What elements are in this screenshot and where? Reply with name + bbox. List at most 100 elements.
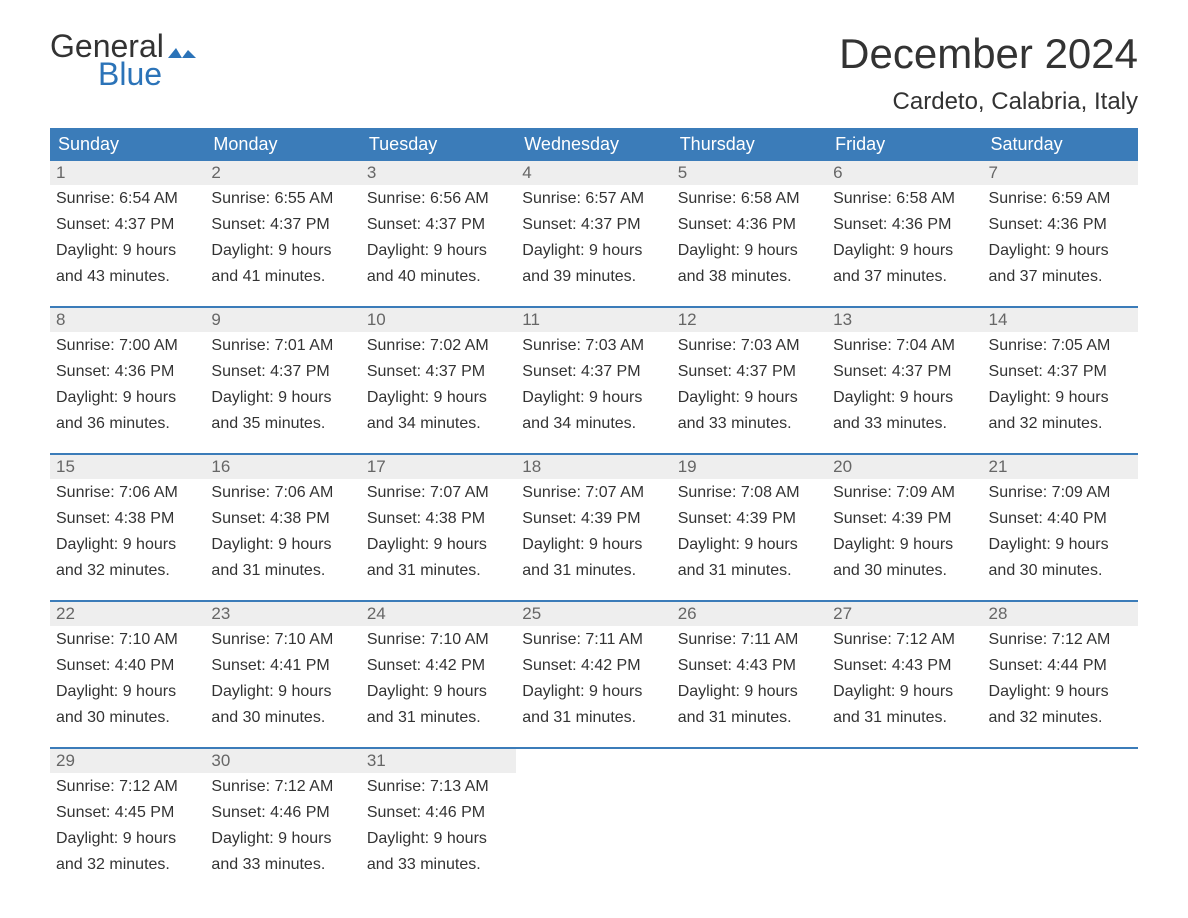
day-content-cell: Sunset: 4:39 PM <box>516 505 671 531</box>
day-number-row: 22232425262728 <box>50 601 1138 626</box>
day-content-cell: Sunrise: 7:12 AM <box>827 626 982 652</box>
day-number-cell: 25 <box>516 601 671 626</box>
day-content-cell: Daylight: 9 hours <box>672 531 827 557</box>
day-number-cell: 17 <box>361 454 516 479</box>
day-number-cell: 3 <box>361 161 516 185</box>
day-content-cell <box>827 825 982 851</box>
title-block: December 2024 Cardeto, Calabria, Italy <box>839 30 1138 128</box>
day-content-cell: Daylight: 9 hours <box>983 678 1138 704</box>
day-content-cell: and 31 minutes. <box>516 704 671 730</box>
weekday-header: Tuesday <box>361 128 516 161</box>
weekday-header: Wednesday <box>516 128 671 161</box>
day-content-cell: Sunrise: 7:07 AM <box>516 479 671 505</box>
week-separator <box>50 289 1138 307</box>
day-content-cell: Sunset: 4:37 PM <box>672 358 827 384</box>
day-content-cell: Sunrise: 7:12 AM <box>205 773 360 799</box>
day-content-cell <box>827 773 982 799</box>
day-content-cell: and 41 minutes. <box>205 263 360 289</box>
day-number-cell: 18 <box>516 454 671 479</box>
day-content-cell: Sunset: 4:37 PM <box>983 358 1138 384</box>
day-content-cell: Sunset: 4:37 PM <box>50 211 205 237</box>
day-content-cell: Sunset: 4:40 PM <box>50 652 205 678</box>
day-content-cell: Sunrise: 7:11 AM <box>516 626 671 652</box>
week-separator <box>50 730 1138 748</box>
day-content-cell: Sunset: 4:46 PM <box>361 799 516 825</box>
day-number-cell: 7 <box>983 161 1138 185</box>
day-number-row: 891011121314 <box>50 307 1138 332</box>
day-content-cell: Daylight: 9 hours <box>205 384 360 410</box>
day-content-cell: Sunset: 4:37 PM <box>205 358 360 384</box>
day-content-row: and 32 minutes.and 33 minutes.and 33 min… <box>50 851 1138 877</box>
day-number-cell: 16 <box>205 454 360 479</box>
day-content-cell: Sunset: 4:37 PM <box>516 358 671 384</box>
day-content-row: Daylight: 9 hoursDaylight: 9 hoursDaylig… <box>50 678 1138 704</box>
day-content-cell: Sunset: 4:46 PM <box>205 799 360 825</box>
day-content-cell: Sunrise: 7:01 AM <box>205 332 360 358</box>
day-content-cell <box>516 825 671 851</box>
day-content-cell: Sunset: 4:44 PM <box>983 652 1138 678</box>
day-content-cell: Daylight: 9 hours <box>205 531 360 557</box>
day-number-cell: 14 <box>983 307 1138 332</box>
day-content-cell: Daylight: 9 hours <box>205 678 360 704</box>
logo-blue-text: Blue <box>98 58 196 90</box>
day-number-cell: 29 <box>50 748 205 773</box>
day-content-cell: and 36 minutes. <box>50 410 205 436</box>
day-content-cell: Daylight: 9 hours <box>50 384 205 410</box>
day-content-cell <box>983 799 1138 825</box>
day-content-cell: Sunrise: 7:07 AM <box>361 479 516 505</box>
day-content-cell: Sunset: 4:39 PM <box>672 505 827 531</box>
day-content-cell: Sunrise: 7:09 AM <box>827 479 982 505</box>
day-content-cell: Daylight: 9 hours <box>983 384 1138 410</box>
day-content-cell: and 37 minutes. <box>827 263 982 289</box>
day-content-cell: Sunrise: 7:03 AM <box>516 332 671 358</box>
day-content-cell: Daylight: 9 hours <box>827 384 982 410</box>
week-separator <box>50 583 1138 601</box>
day-content-row: Daylight: 9 hoursDaylight: 9 hoursDaylig… <box>50 384 1138 410</box>
day-content-cell: Daylight: 9 hours <box>205 237 360 263</box>
day-number-cell: 2 <box>205 161 360 185</box>
day-content-row: Sunrise: 7:00 AMSunrise: 7:01 AMSunrise:… <box>50 332 1138 358</box>
day-content-cell <box>672 851 827 877</box>
day-content-cell: Sunset: 4:37 PM <box>361 358 516 384</box>
day-number-cell: 31 <box>361 748 516 773</box>
day-content-cell: Daylight: 9 hours <box>516 237 671 263</box>
day-content-cell: Sunset: 4:43 PM <box>827 652 982 678</box>
day-content-cell <box>516 799 671 825</box>
day-content-cell: Sunrise: 7:00 AM <box>50 332 205 358</box>
day-content-cell: and 31 minutes. <box>672 557 827 583</box>
day-content-cell: Sunset: 4:43 PM <box>672 652 827 678</box>
day-content-cell: and 34 minutes. <box>361 410 516 436</box>
day-content-cell: Sunrise: 7:12 AM <box>50 773 205 799</box>
day-content-cell: Sunrise: 7:02 AM <box>361 332 516 358</box>
day-number-cell: 12 <box>672 307 827 332</box>
day-number-cell <box>983 748 1138 773</box>
day-content-cell: Sunrise: 7:11 AM <box>672 626 827 652</box>
day-content-row: and 32 minutes.and 31 minutes.and 31 min… <box>50 557 1138 583</box>
day-content-cell: Daylight: 9 hours <box>983 237 1138 263</box>
day-number-cell: 9 <box>205 307 360 332</box>
day-number-cell: 15 <box>50 454 205 479</box>
day-content-cell: Sunrise: 6:54 AM <box>50 185 205 211</box>
day-content-cell <box>672 799 827 825</box>
day-content-cell: Sunset: 4:39 PM <box>827 505 982 531</box>
day-content-cell: and 40 minutes. <box>361 263 516 289</box>
day-content-cell: and 31 minutes. <box>827 704 982 730</box>
day-content-row: Sunrise: 7:10 AMSunrise: 7:10 AMSunrise:… <box>50 626 1138 652</box>
day-content-cell: Sunrise: 7:12 AM <box>983 626 1138 652</box>
day-content-cell: Daylight: 9 hours <box>361 825 516 851</box>
day-content-cell: and 30 minutes. <box>983 557 1138 583</box>
day-content-cell: Sunset: 4:37 PM <box>827 358 982 384</box>
day-content-cell: and 33 minutes. <box>827 410 982 436</box>
day-content-cell: and 32 minutes. <box>983 410 1138 436</box>
day-content-cell: Sunset: 4:40 PM <box>983 505 1138 531</box>
day-content-row: and 30 minutes.and 30 minutes.and 31 min… <box>50 704 1138 730</box>
day-content-cell: Sunrise: 7:08 AM <box>672 479 827 505</box>
day-content-cell: Sunrise: 6:56 AM <box>361 185 516 211</box>
day-content-cell: Daylight: 9 hours <box>516 531 671 557</box>
day-content-cell <box>827 799 982 825</box>
day-content-cell <box>827 851 982 877</box>
day-content-cell: Sunset: 4:45 PM <box>50 799 205 825</box>
day-content-cell: and 32 minutes. <box>983 704 1138 730</box>
day-content-cell: and 43 minutes. <box>50 263 205 289</box>
day-content-cell: and 30 minutes. <box>50 704 205 730</box>
